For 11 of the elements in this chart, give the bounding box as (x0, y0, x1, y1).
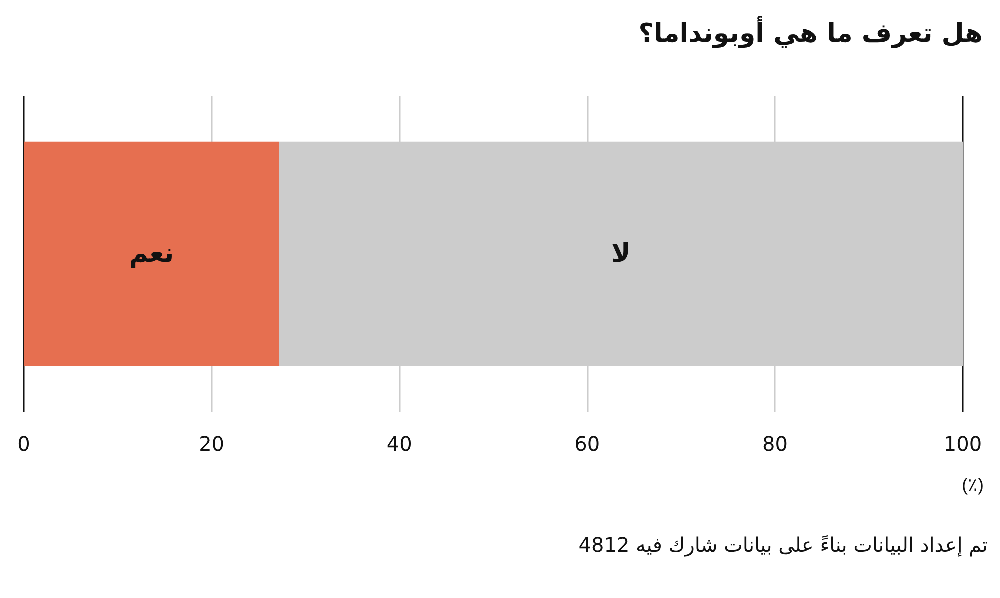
chart-title: هل تعرف ما هي أوبونداما؟ (638, 16, 984, 49)
text: تم إعداد البيانات بناءً على بيانات شارك فيه 4812 (578, 533, 988, 557)
x-tick-label: 20 (199, 432, 225, 456)
x-tick-label: 0 (18, 432, 30, 456)
x-tick-label: 80 (762, 432, 788, 456)
series-label: نعم (129, 239, 174, 269)
x-axis-title: (٪) (962, 475, 984, 495)
series-label: لا (612, 239, 631, 269)
x-tick-label: 100 (944, 432, 982, 456)
x-tick-label: 40 (386, 432, 412, 456)
x-tick-label: 60 (574, 432, 600, 456)
